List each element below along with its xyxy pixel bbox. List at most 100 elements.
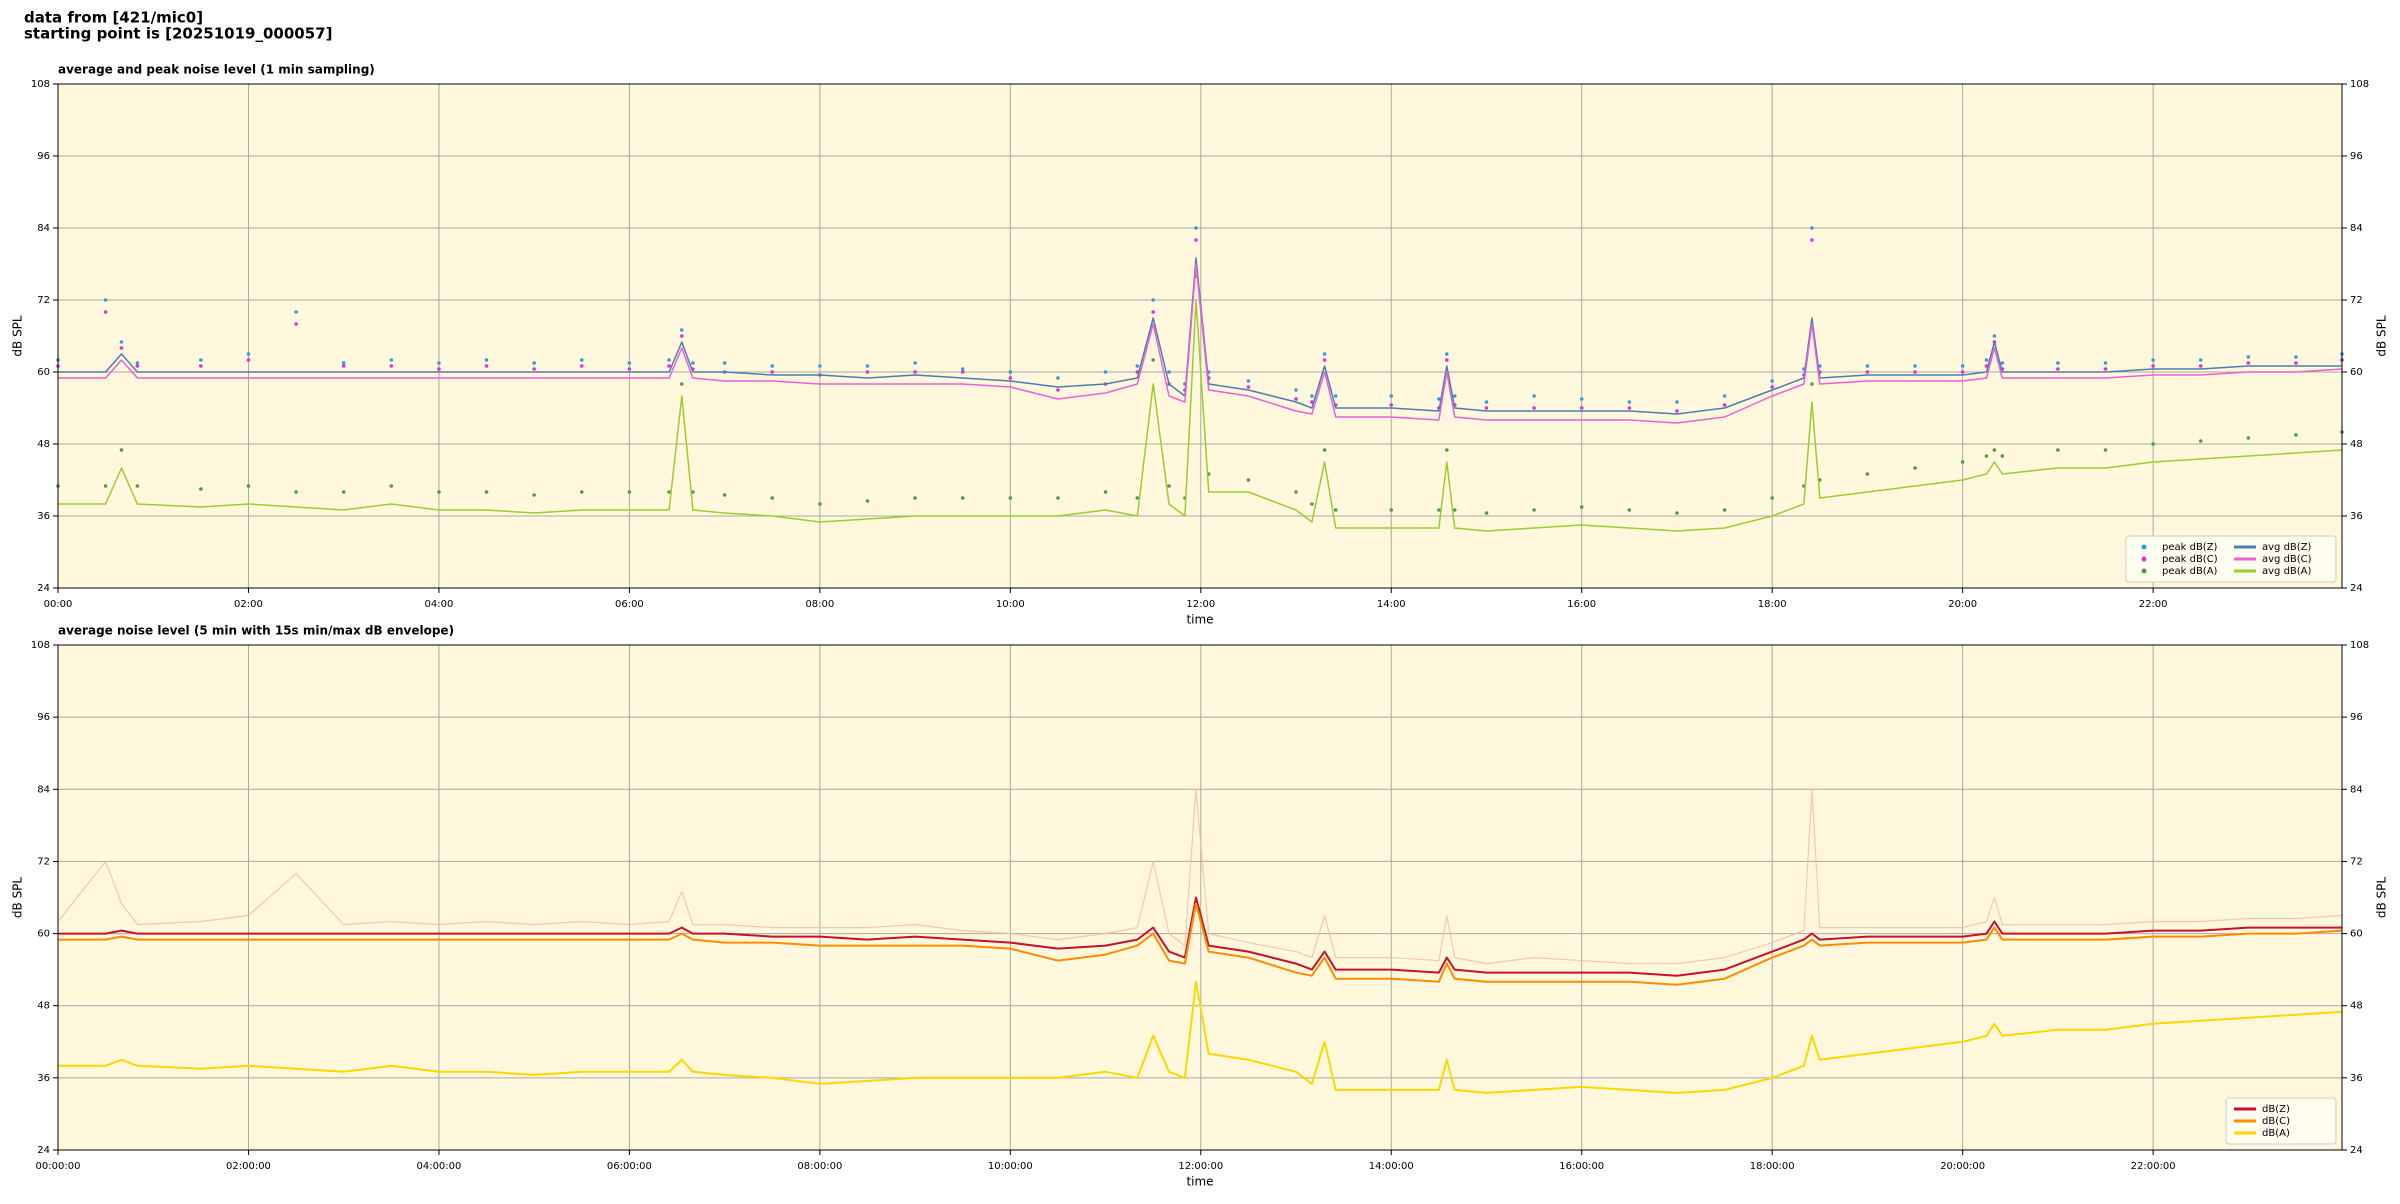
peak-point bbox=[579, 364, 584, 368]
peak-point bbox=[1484, 406, 1489, 410]
x-tick-label: 10:00:00 bbox=[988, 1161, 1033, 1172]
peak-point bbox=[484, 490, 489, 494]
peak-point bbox=[199, 364, 203, 368]
peak-point bbox=[913, 361, 917, 365]
y-tick-label: 108 bbox=[31, 79, 50, 90]
x-tick-label: 04:00:00 bbox=[416, 1161, 461, 1172]
peak-point bbox=[1770, 496, 1774, 500]
y-tick-label: 84 bbox=[37, 784, 50, 795]
peak-point bbox=[1579, 505, 1584, 509]
peak-point bbox=[1333, 508, 1338, 512]
legend-label: avg dB(Z) bbox=[2262, 542, 2312, 553]
y-tick-label: 24 bbox=[37, 583, 50, 594]
peak-point bbox=[1532, 406, 1536, 410]
peak-point bbox=[135, 361, 140, 365]
peak-point bbox=[135, 364, 140, 368]
legend-label: dB(A) bbox=[2262, 1128, 2290, 1139]
peak-point bbox=[1194, 238, 1198, 242]
peak-point bbox=[1722, 403, 1727, 407]
y-tick-label: 96 bbox=[37, 712, 50, 723]
peak-point bbox=[1389, 403, 1394, 407]
x-tick-label: 10:00 bbox=[996, 599, 1025, 610]
peak-point bbox=[1627, 400, 1632, 404]
peak-point bbox=[627, 367, 632, 371]
peak-point bbox=[1992, 448, 1997, 452]
peak-point bbox=[1310, 502, 1314, 506]
peak-point bbox=[103, 310, 108, 314]
peak-point bbox=[2198, 439, 2203, 443]
peak-point bbox=[1167, 484, 1171, 488]
y-tick-label: 60 bbox=[2350, 929, 2363, 940]
y-tick-label: 48 bbox=[37, 439, 50, 450]
series-line bbox=[58, 257, 2342, 415]
peak-point bbox=[2151, 358, 2155, 362]
peak-point bbox=[1627, 508, 1632, 512]
peak-point bbox=[389, 364, 394, 368]
x-tick-label: 04:00 bbox=[425, 599, 454, 610]
peak-point bbox=[1722, 394, 1727, 398]
peak-point bbox=[2151, 364, 2155, 368]
x-tick-label: 20:00 bbox=[1948, 599, 1977, 610]
y-tick-label: 84 bbox=[37, 223, 50, 234]
peak-point bbox=[1445, 448, 1449, 452]
peak-point bbox=[119, 346, 124, 350]
x-tick-label: 00:00 bbox=[44, 599, 73, 610]
peak-point bbox=[1452, 508, 1457, 512]
chart-title: average and peak noise level (1 min samp… bbox=[58, 63, 375, 77]
peak-point bbox=[1960, 460, 1965, 464]
legend-box bbox=[2125, 535, 2337, 583]
peak-point bbox=[1445, 352, 1449, 356]
peak-point bbox=[437, 361, 441, 365]
peak-point bbox=[103, 298, 108, 302]
y-tick-label: 24 bbox=[2350, 1145, 2363, 1156]
peak-point bbox=[1294, 388, 1298, 392]
x-tick-label: 06:00:00 bbox=[607, 1161, 652, 1172]
peak-point bbox=[437, 490, 441, 494]
peak-point bbox=[389, 358, 394, 362]
peak-point bbox=[532, 367, 536, 371]
peak-point bbox=[1579, 397, 1584, 401]
x-tick-label: 08:00 bbox=[805, 599, 834, 610]
peak-point bbox=[1056, 376, 1060, 380]
peak-point bbox=[246, 358, 251, 362]
peak-point bbox=[1008, 496, 1013, 500]
peak-point bbox=[818, 502, 822, 506]
peak-point bbox=[770, 364, 775, 368]
peak-point bbox=[960, 496, 965, 500]
peak-point bbox=[119, 340, 124, 344]
peak-point bbox=[1913, 466, 1917, 470]
peak-point bbox=[865, 370, 870, 374]
y-tick-label: 84 bbox=[2350, 784, 2363, 795]
peak-point bbox=[818, 364, 822, 368]
y-tick-label: 48 bbox=[37, 1001, 50, 1012]
peak-point bbox=[1294, 490, 1298, 494]
series-line bbox=[58, 299, 2343, 532]
peak-point bbox=[1056, 496, 1060, 500]
peak-point bbox=[1437, 397, 1441, 401]
y-tick-label: 24 bbox=[2350, 583, 2363, 594]
y-tick-label: 108 bbox=[31, 640, 50, 651]
peak-point bbox=[1246, 478, 1251, 482]
plot-background bbox=[58, 84, 2342, 588]
peak-point bbox=[1437, 508, 1441, 512]
y-tick-label: 108 bbox=[2350, 640, 2369, 651]
peak-point bbox=[1322, 352, 1327, 356]
peak-point bbox=[135, 484, 140, 488]
x-axis-label: time bbox=[1186, 613, 1213, 627]
x-tick-label: 12:00 bbox=[1186, 599, 1215, 610]
y-tick-label: 96 bbox=[2350, 712, 2363, 723]
peak-point bbox=[667, 364, 671, 368]
peak-point bbox=[2103, 361, 2108, 365]
peak-point bbox=[1135, 496, 1140, 500]
peak-point bbox=[865, 364, 870, 368]
header-line: data from [421/mic0] bbox=[24, 9, 203, 27]
peak-point bbox=[246, 484, 251, 488]
peak-point bbox=[1151, 358, 1155, 362]
legend-label: dB(C) bbox=[2262, 1116, 2290, 1127]
y-tick-label: 72 bbox=[37, 856, 50, 867]
chart-title: average noise level (5 min with 15s min/… bbox=[58, 624, 454, 638]
peak-point bbox=[2103, 448, 2108, 452]
peak-point bbox=[1246, 385, 1251, 389]
